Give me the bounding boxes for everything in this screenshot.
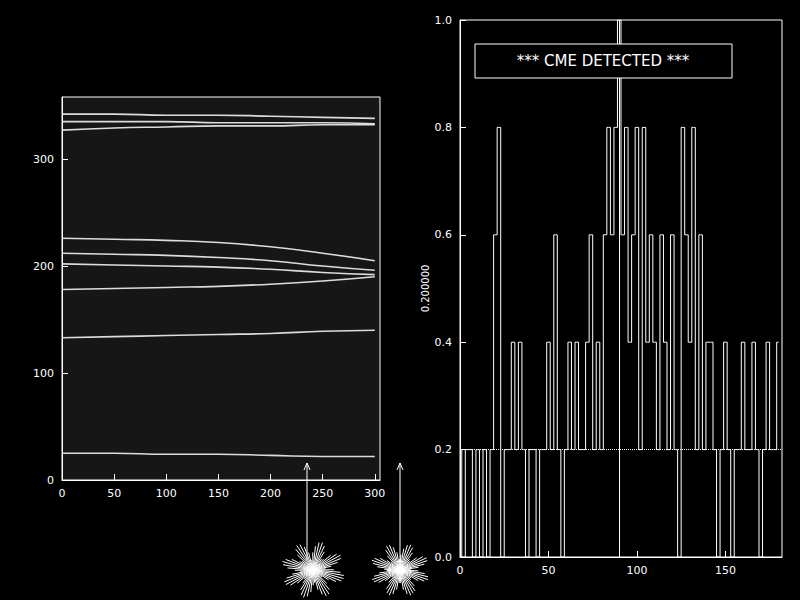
svg-text:0.0: 0.0 [435, 551, 453, 564]
svg-text:0: 0 [457, 564, 464, 577]
svg-text:0.2: 0.2 [435, 443, 453, 456]
svg-text:300: 300 [33, 153, 54, 166]
svg-text:0: 0 [59, 487, 66, 500]
svg-text:0.6: 0.6 [435, 228, 453, 241]
svg-text:200: 200 [33, 260, 54, 273]
svg-text:200: 200 [260, 487, 281, 500]
svg-text:150: 150 [715, 564, 736, 577]
svg-text:100: 100 [156, 487, 177, 500]
svg-text:0: 0 [47, 474, 54, 487]
svg-text:100: 100 [33, 367, 54, 380]
svg-text:100: 100 [626, 564, 647, 577]
svg-text:0.4: 0.4 [435, 336, 453, 349]
svg-text:0.200000: 0.200000 [420, 265, 431, 313]
svg-text:150: 150 [208, 487, 229, 500]
svg-text:*** CME DETECTED ***: *** CME DETECTED *** [517, 52, 690, 70]
svg-text:1.0: 1.0 [435, 14, 453, 27]
svg-text:0.8: 0.8 [435, 121, 453, 134]
svg-text:50: 50 [107, 487, 121, 500]
svg-text:50: 50 [541, 564, 555, 577]
svg-text:250: 250 [312, 487, 333, 500]
svg-text:300: 300 [364, 487, 385, 500]
